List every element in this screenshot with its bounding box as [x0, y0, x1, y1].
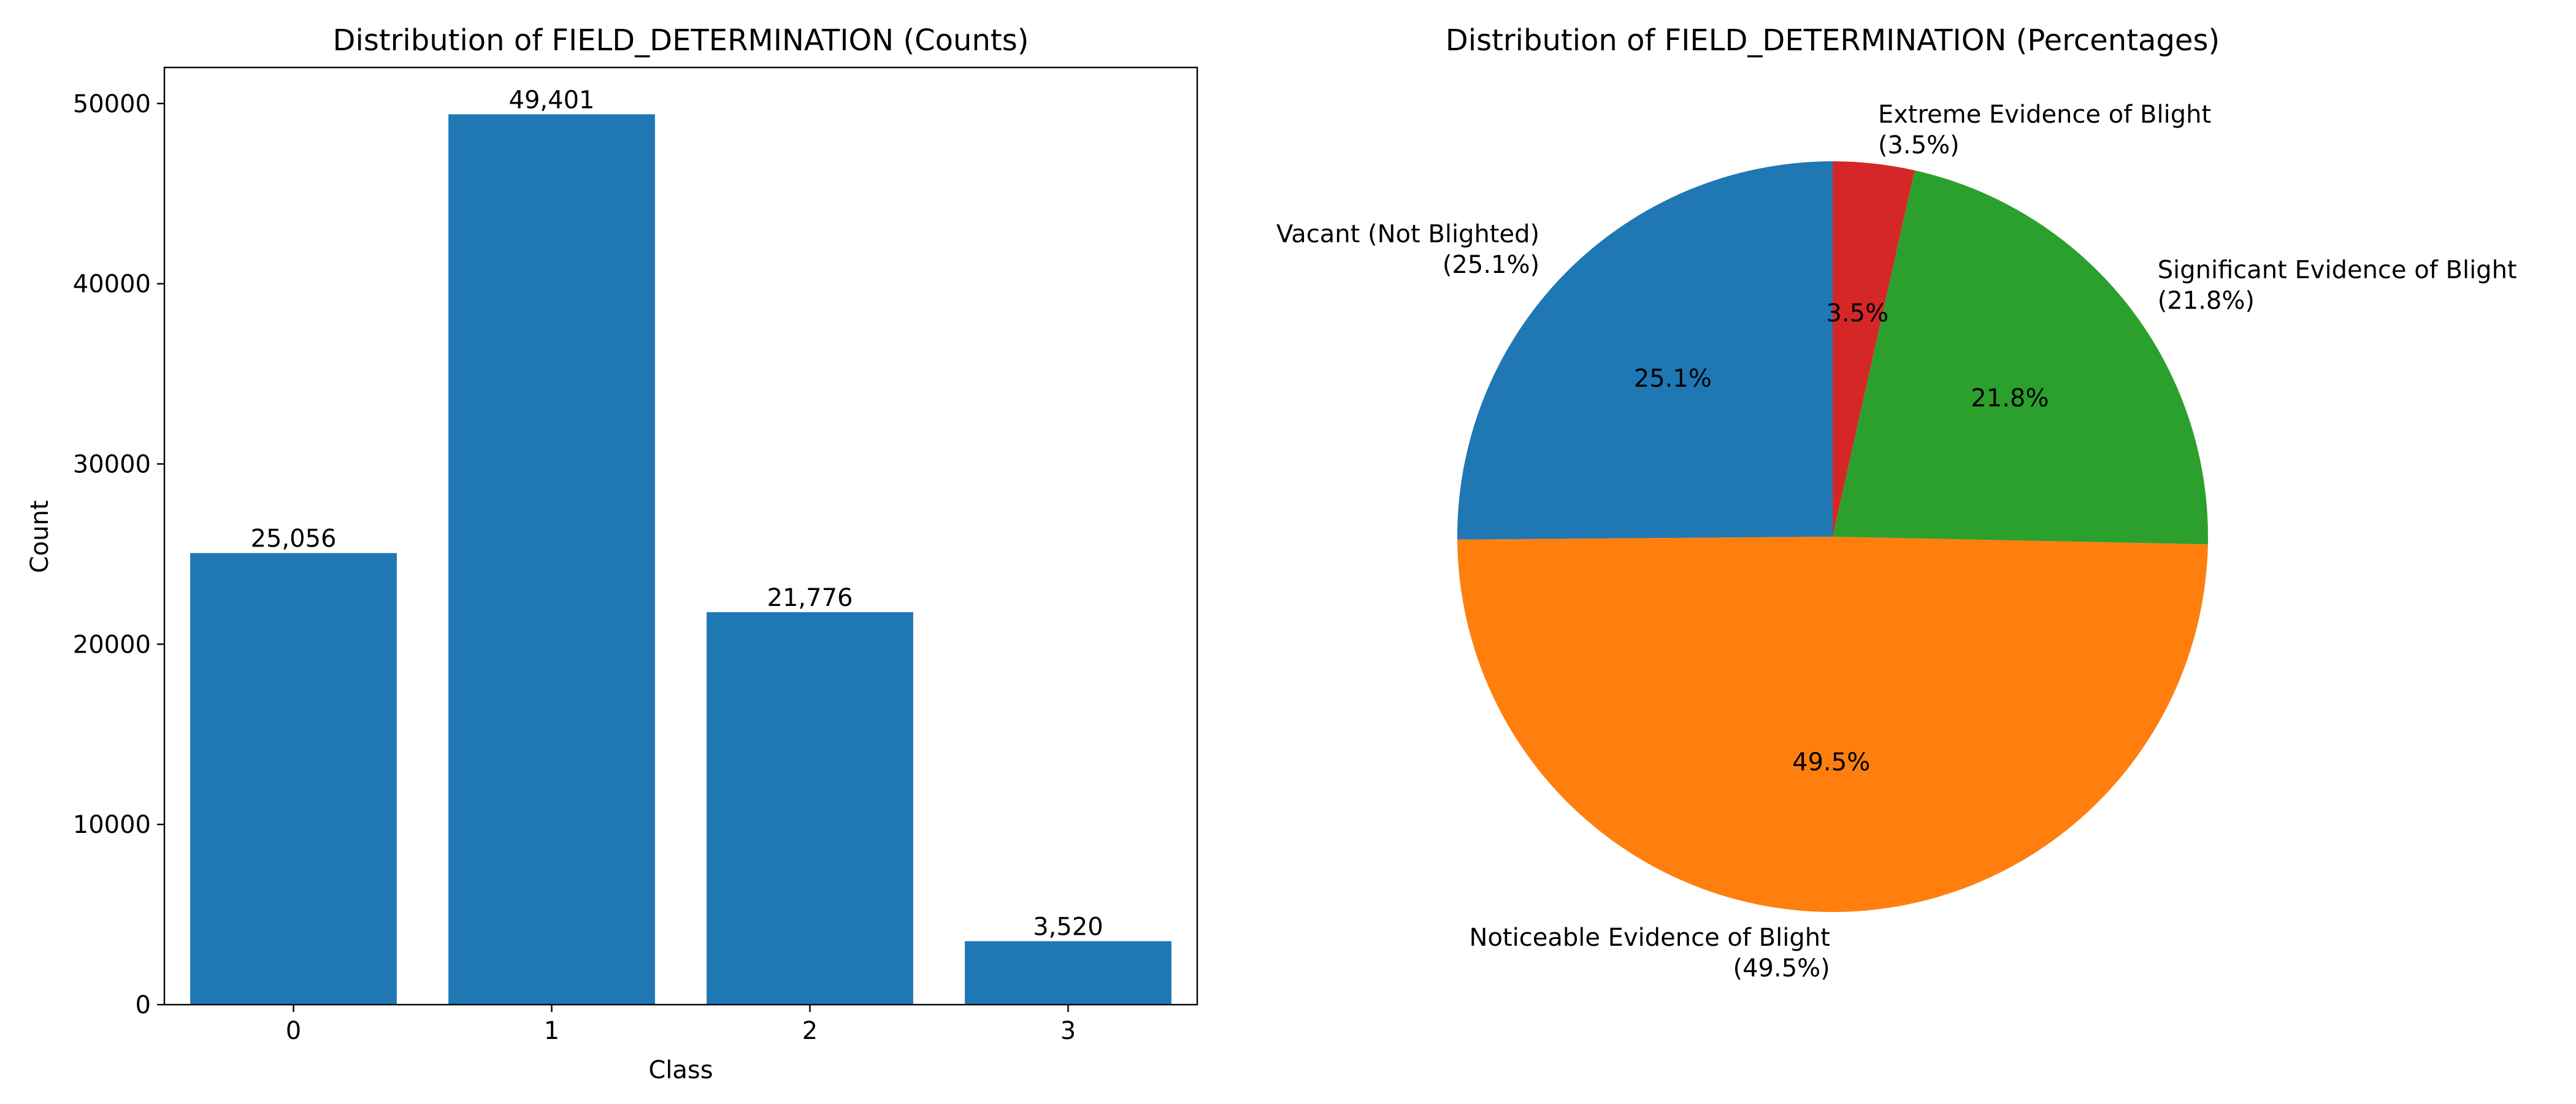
- pie-slice-1: [1457, 537, 2208, 913]
- bar-class-0: [190, 553, 397, 1005]
- y-tick-label: 40000: [73, 270, 151, 299]
- pie-percent-label: 21.8%: [1971, 384, 2049, 412]
- x-tick-label: 2: [802, 1017, 818, 1045]
- y-tick-label: 0: [136, 991, 151, 1019]
- y-tick-label: 10000: [73, 811, 151, 839]
- bar-value-label: 21,776: [767, 584, 853, 612]
- bar-value-label: 3,520: [1033, 913, 1103, 941]
- pie-chart-title: Distribution of FIELD_DETERMINATION (Per…: [1446, 23, 2220, 58]
- pie-slice-0: [1457, 161, 1833, 540]
- pie-slice-3: [1833, 161, 1915, 537]
- bar-chart-title: Distribution of FIELD_DETERMINATION (Cou…: [333, 23, 1029, 58]
- bar-chart-ylabel: Count: [26, 500, 54, 573]
- pie-slice-label: Noticeable Evidence of Blight (49.5%): [1470, 924, 1830, 983]
- x-tick-label: 1: [544, 1017, 559, 1045]
- pie-plot-area: 25.1% Vacant (Not Blighted) (25.1%) 49.5% No…: [1276, 101, 2517, 983]
- bar-plot-area: 25,056 0 49,401 1 21,776 2 3,520 3 0 10000 20000 30…: [73, 66, 1198, 1045]
- bar-class-2: [707, 612, 913, 1005]
- bar-class-1: [448, 114, 655, 1005]
- bar-value-label: 25,056: [251, 525, 337, 553]
- pie-slice-label: Significant Evidence of Blight (21.8%): [2158, 256, 2517, 315]
- bar-axes-frame: [163, 66, 1198, 1006]
- bar-class-3: [965, 941, 1171, 1005]
- bar-chart-xlabel: Class: [648, 1056, 713, 1084]
- bar-chart: Distribution of FIELD_DETERMINATION (Cou…: [26, 23, 1198, 1084]
- bar-value-label: 49,401: [509, 86, 595, 114]
- y-tick-label: 20000: [73, 631, 151, 659]
- pie-percent-label: 49.5%: [1792, 748, 1870, 776]
- pie-percent-label: 25.1%: [1634, 364, 1712, 393]
- pie-slice-label: Extreme Evidence of Blight (3.5%): [1878, 101, 2211, 159]
- pie-slice-label: Vacant (Not Blighted) (25.1%): [1276, 220, 1539, 279]
- pie-percent-label: 3.5%: [1827, 299, 1889, 328]
- y-tick-label: 50000: [73, 90, 151, 118]
- y-tick-label: 30000: [73, 450, 151, 478]
- pie-slice-2: [1833, 170, 2208, 545]
- x-tick-label: 3: [1060, 1017, 1076, 1045]
- pie-chart: Distribution of FIELD_DETERMINATION (Per…: [1276, 23, 2517, 983]
- x-tick-label: 0: [286, 1017, 301, 1045]
